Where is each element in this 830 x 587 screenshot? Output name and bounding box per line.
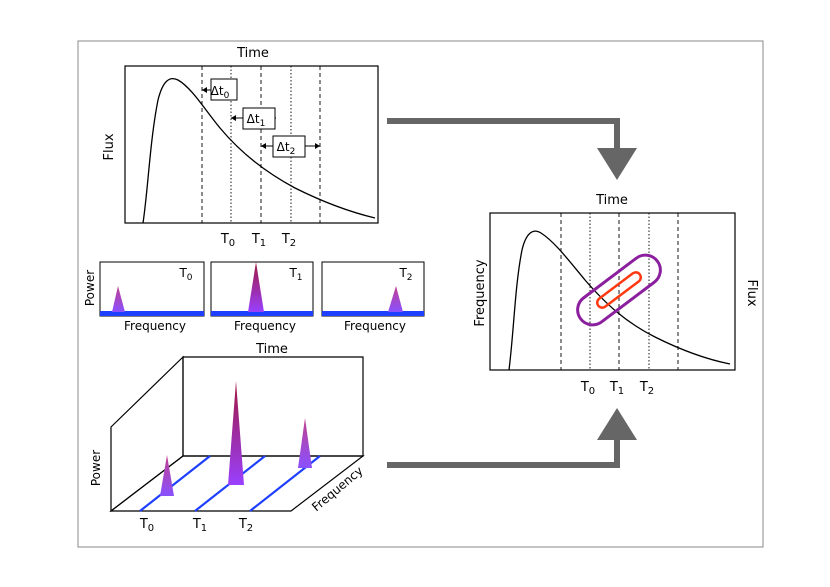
right-panel-title: Time xyxy=(595,193,628,208)
spectrum-label: T2 xyxy=(398,266,412,283)
spectra-ylabel: Power xyxy=(83,270,97,306)
right-panel-frame xyxy=(489,212,736,371)
arrow-bottom xyxy=(387,408,637,468)
right-panel-flux-label: Flux xyxy=(744,279,759,306)
waterfall-tick-t2: T2 xyxy=(238,517,253,534)
correlation-ellipse-inner xyxy=(595,271,643,309)
delta-t0: Δt0 xyxy=(202,78,238,101)
frequency-time-panel: Time Frequency Flux T0 T1 T2 xyxy=(473,193,759,397)
waterfall-title: Time xyxy=(255,342,288,357)
flux-time-panel: Time Flux Δt0 Δt1 Δt2 T0 xyxy=(102,46,379,249)
spectrum-xlabel: Frequency xyxy=(124,319,186,333)
waterfall-ylabel: Power xyxy=(89,450,103,486)
spectrum-xlabel: Frequency xyxy=(344,319,406,333)
flux-panel-frame xyxy=(124,65,379,224)
waterfall-peak-t0 xyxy=(160,455,174,496)
spectrum-label: T0 xyxy=(178,266,192,283)
waterfall-tick-t1: T1 xyxy=(192,517,207,534)
right-tick-t2: T2 xyxy=(639,380,654,397)
right-light-curve xyxy=(508,230,731,371)
flux-panel-title: Time xyxy=(236,46,269,61)
spectrum-label: T1 xyxy=(288,266,302,283)
spectrum-xlabel: Frequency xyxy=(234,319,296,333)
flux-light-curve xyxy=(142,77,376,224)
spectra-row: Power T0 Frequency T1 Frequency T2 Frequ… xyxy=(83,261,425,333)
delta-sub: 0 xyxy=(224,91,230,101)
delta-sub: 2 xyxy=(290,147,296,157)
spectrum-t1: T1 Frequency xyxy=(210,261,314,333)
arrow-top xyxy=(387,118,637,180)
flux-tick-t2: T2 xyxy=(281,232,296,249)
waterfall-peak-t1 xyxy=(228,381,244,485)
right-tick-t0: T0 xyxy=(580,380,595,397)
spectrum-t2: T2 Frequency xyxy=(321,261,425,333)
flux-panel-ylabel: Flux xyxy=(102,133,117,160)
flux-tick-t0: T0 xyxy=(220,232,235,249)
delta-label: Δt xyxy=(211,84,224,98)
delta-label: Δt xyxy=(277,140,290,154)
svg-text:Δt1: Δt1 xyxy=(247,112,266,129)
delta-t1: Δt1 xyxy=(231,107,276,130)
svg-text:Δt2: Δt2 xyxy=(277,140,296,157)
delta-sub: 1 xyxy=(260,119,266,129)
waterfall-tick-t0: T0 xyxy=(139,517,154,534)
right-panel-ylabel: Frequency xyxy=(473,259,488,326)
delta-label: Δt xyxy=(247,112,260,126)
flux-tick-t1: T1 xyxy=(251,232,266,249)
spectrum-t0: T0 Frequency xyxy=(99,261,205,333)
right-tick-t1: T1 xyxy=(609,380,624,397)
waterfall-peak-t2 xyxy=(298,418,312,468)
delta-t2: Δt2 xyxy=(261,135,320,158)
correlation-ellipse-outer xyxy=(576,253,662,327)
svg-text:Δt0: Δt0 xyxy=(211,84,230,101)
